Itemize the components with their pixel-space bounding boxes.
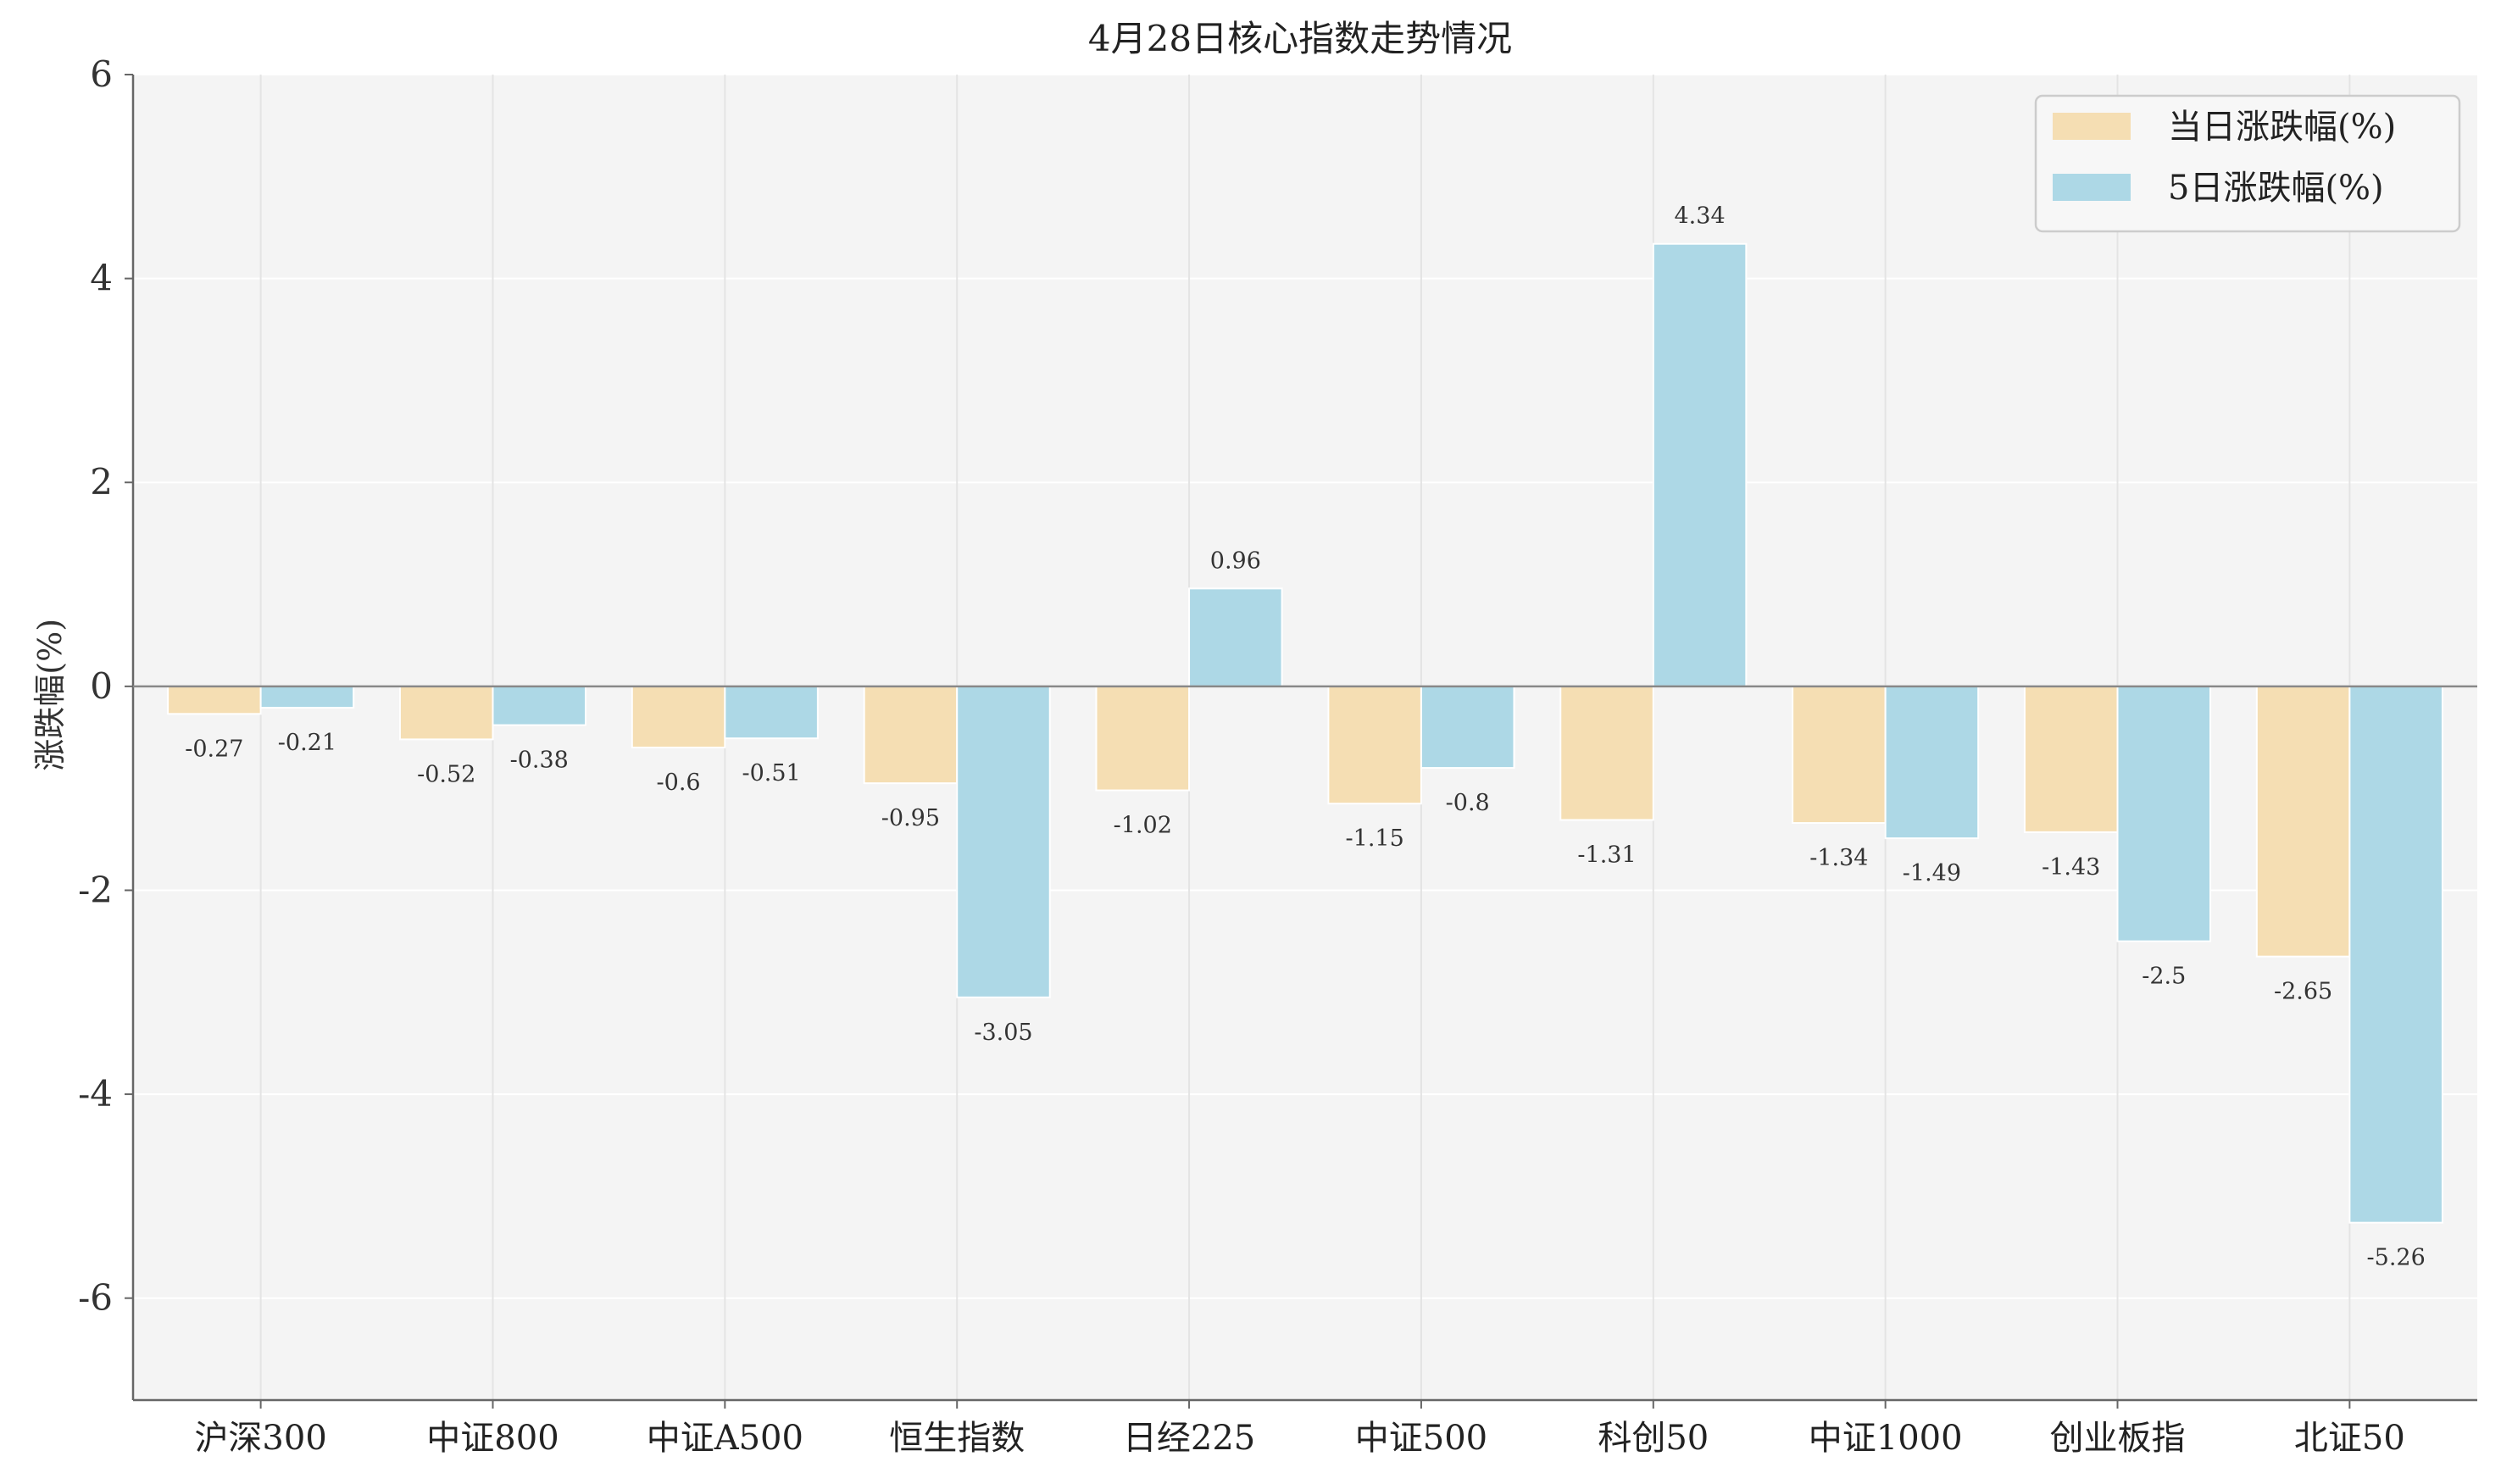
bar-five-day [2116,685,2212,942]
x-tick-label: 恒生指数 [889,1419,1025,1458]
y-tick-label: -4 [78,1073,113,1114]
data-label: -2.65 [2274,979,2332,1005]
x-tick-label: 北证50 [2294,1419,2405,1458]
bar-five-day [956,685,1051,998]
data-label: -0.51 [742,760,800,786]
y-tick-label: 2 [90,461,113,503]
bar-five-day [724,685,819,740]
bar-daily [1095,685,1191,792]
bar-daily [167,685,262,715]
x-tick-label: 中证1000 [1809,1419,1963,1458]
data-label: -1.49 [1903,860,1961,887]
y-tick-label: 6 [90,53,113,95]
legend-swatch [2053,174,2131,201]
data-label: -1.02 [1114,813,1172,839]
bar-five-day [492,685,587,726]
data-label: -2.5 [2142,964,2186,990]
legend-label: 当日涨跌幅(%) [2168,108,2396,147]
y-tick-label: -2 [78,869,113,910]
y-tick-label: 0 [90,665,113,707]
x-tick-label: 日经225 [1123,1419,1255,1458]
y-axis-label: 涨跌幅(%) [31,619,69,771]
legend: 当日涨跌幅(%) 5日涨跌幅(%) [2034,94,2461,233]
bar-daily [631,685,726,749]
x-tick-label: 中证A500 [647,1419,803,1458]
axes: -6 -4 -2 0 2 4 6 沪深300 中证800 中证A500 恒生指数 日经225 中证500… [78,53,2477,1458]
y-tick-label: 4 [90,258,113,299]
data-label: -0.27 [185,736,243,762]
data-label: -3.05 [974,1020,1032,1046]
data-label: -0.21 [278,730,336,756]
x-tick-label: 沪深300 [194,1419,326,1458]
x-tick-label: 中证500 [1355,1419,1487,1458]
data-label: -1.43 [2042,854,2100,881]
bar-daily [863,685,959,785]
x-tick-label: 创业板指 [2050,1419,2186,1458]
data-label: -1.34 [1809,845,1868,871]
bar-five-day [2348,685,2443,1224]
data-label: -0.6 [657,770,701,796]
legend-box [2034,94,2461,233]
bar-daily [1792,685,1887,825]
x-tick-label: 中证800 [426,1419,559,1458]
data-label: 0.96 [1210,547,1261,574]
data-label: -1.15 [1346,825,1404,852]
bar-daily [1327,685,1422,805]
data-labels: -0.27 -0.52 -0.6 -0.95 -1.02 -1.15 -1.31 -1.34 -… [185,203,2426,1271]
y-tick-label: -6 [78,1277,113,1319]
bar-five-day [1884,685,1980,840]
bar-five-day [1652,242,1748,687]
bar-daily [2255,685,2351,958]
bar-five-day [1420,685,1515,770]
x-tick-label: 科创50 [1598,1419,1709,1458]
bars [167,242,2443,1224]
data-label: -0.38 [510,748,569,774]
bar-daily [398,685,494,741]
data-label: -5.26 [2367,1245,2426,1271]
bar-five-day [1188,587,1283,687]
data-label: -0.52 [417,761,475,787]
data-label: -0.8 [1446,790,1490,816]
chart-title: 4月28日核心指数走势情况 [1088,18,1512,59]
data-label: 4.34 [1675,203,1726,230]
legend-label: 5日涨跌幅(%) [2168,169,2384,208]
legend-swatch [2053,113,2131,140]
data-label: -0.95 [881,805,940,831]
bar-daily [1559,685,1654,821]
bar-daily [2023,685,2119,833]
bar-five-day [259,685,355,709]
data-label: -1.31 [1577,842,1636,868]
